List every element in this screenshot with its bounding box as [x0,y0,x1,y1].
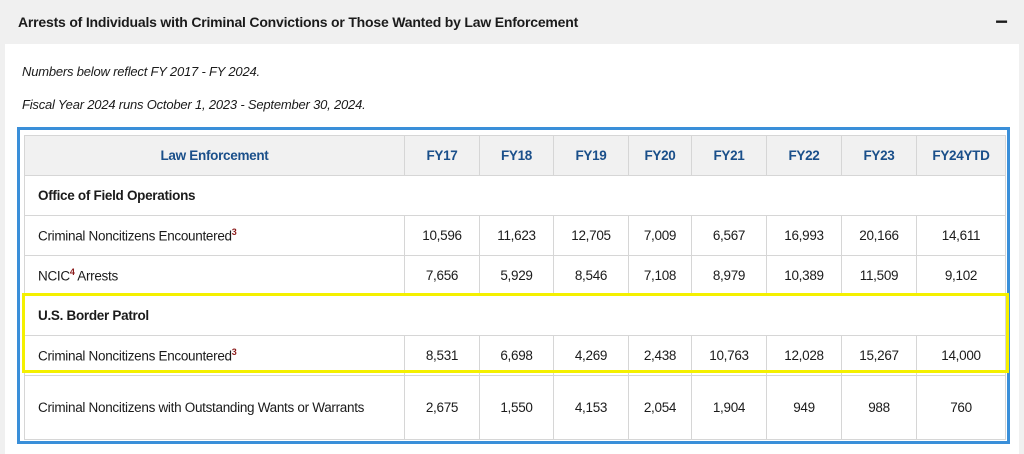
cell-fy21: 6,567 [691,215,767,256]
cell-fy23: 988 [841,375,917,440]
cell-fy19: 12,705 [553,215,629,256]
cell-fy22: 949 [766,375,842,440]
row-label: Criminal Noncitizens Encountered3 [24,215,405,256]
cell-fy20: 2,054 [628,375,692,440]
cell-fy19: 8,546 [553,255,629,296]
cell-fy18: 5,929 [479,255,554,296]
column-header-fy20: FY20 [628,135,692,176]
cell-fy23: 20,166 [841,215,917,256]
cell-fy24ytd: 9,102 [916,255,1006,296]
cell-fy17: 10,596 [404,215,480,256]
note-years: Numbers below reflect FY 2017 - FY 2024. [22,64,260,79]
cell-fy21: 8,979 [691,255,767,296]
arrests-table: Law Enforcement FY17 FY18 FY19 FY20 FY21 FY22 F… [24,135,1006,440]
cell-fy17: 2,675 [404,375,480,440]
row-label-text: Criminal Noncitizens with Outstanding Wa… [38,400,365,415]
panel-border-right [1019,44,1024,454]
cell-fy19: 4,153 [553,375,629,440]
cell-fy24ytd: 14,000 [916,335,1006,376]
footnote-ref[interactable]: 4 [69,267,75,278]
row-label-text: NCIC [38,268,70,284]
cell-fy18: 6,698 [479,335,554,376]
cell-fy18: 1,550 [479,375,554,440]
row-label: Criminal Noncitizens with Outstanding Wa… [24,375,405,440]
column-header-fy17: FY17 [404,135,480,176]
cell-fy20: 2,438 [628,335,692,376]
column-header-law-enforcement: Law Enforcement [24,135,405,176]
cell-fy22: 12,028 [766,335,842,376]
panel-border-left [0,44,5,454]
cell-fy20: 7,009 [628,215,692,256]
table-row: Criminal Noncitizens Encountered3 10,596 1… [24,215,1006,256]
column-header-fy18: FY18 [479,135,554,176]
cell-fy22: 10,389 [766,255,842,296]
footnote-ref[interactable]: 3 [231,227,237,238]
column-header-fy19: FY19 [553,135,629,176]
cell-fy24ytd: 760 [916,375,1006,440]
row-label: Criminal Noncitizens Encountered3 [24,335,405,376]
table-row: Criminal Noncitizens Encountered3 8,531 6,… [24,335,1006,376]
section-row: U.S. Border Patrol [24,295,1006,336]
cell-fy22: 16,993 [766,215,842,256]
cell-fy19: 4,269 [553,335,629,376]
table-row: NCIC4 Arrests 7,656 5,929 8,546 7,108 8,979 10… [24,255,1006,296]
section-title: U.S. Border Patrol [24,295,1006,336]
column-header-fy22: FY22 [766,135,842,176]
cell-fy20: 7,108 [628,255,692,296]
cell-fy21: 1,904 [691,375,767,440]
cell-fy18: 11,623 [479,215,554,256]
section-title: Office of Field Operations [24,175,1006,216]
collapse-icon[interactable]: − [995,9,1008,34]
accordion-title: Arrests of Individuals with Criminal Con… [18,14,579,30]
cell-fy23: 11,509 [841,255,917,296]
column-header-fy23: FY23 [841,135,917,176]
accordion-header[interactable]: Arrests of Individuals with Criminal Con… [0,0,1024,44]
note-fiscal-year: Fiscal Year 2024 runs October 1, 2023 - … [22,97,366,112]
cell-fy24ytd: 14,611 [916,215,1006,256]
table-header-row: Law Enforcement FY17 FY18 FY19 FY20 FY21 FY22 F… [24,135,1006,176]
table-row: Criminal Noncitizens with Outstanding Wa… [24,375,1006,440]
row-label-text: Criminal Noncitizens Encountered [38,348,232,364]
row-label: NCIC4 Arrests [24,255,405,296]
row-label-suffix: Arrests [74,268,118,284]
highlight-frame-blue [17,127,1010,444]
cell-fy21: 10,763 [691,335,767,376]
cell-fy17: 7,656 [404,255,480,296]
cell-fy23: 15,267 [841,335,917,376]
cell-fy17: 8,531 [404,335,480,376]
column-header-fy24ytd: FY24YTD [916,135,1006,176]
column-header-fy21: FY21 [691,135,767,176]
footnote-ref[interactable]: 3 [231,347,237,358]
row-label-text: Criminal Noncitizens Encountered [38,228,232,244]
section-row: Office of Field Operations [24,175,1006,216]
